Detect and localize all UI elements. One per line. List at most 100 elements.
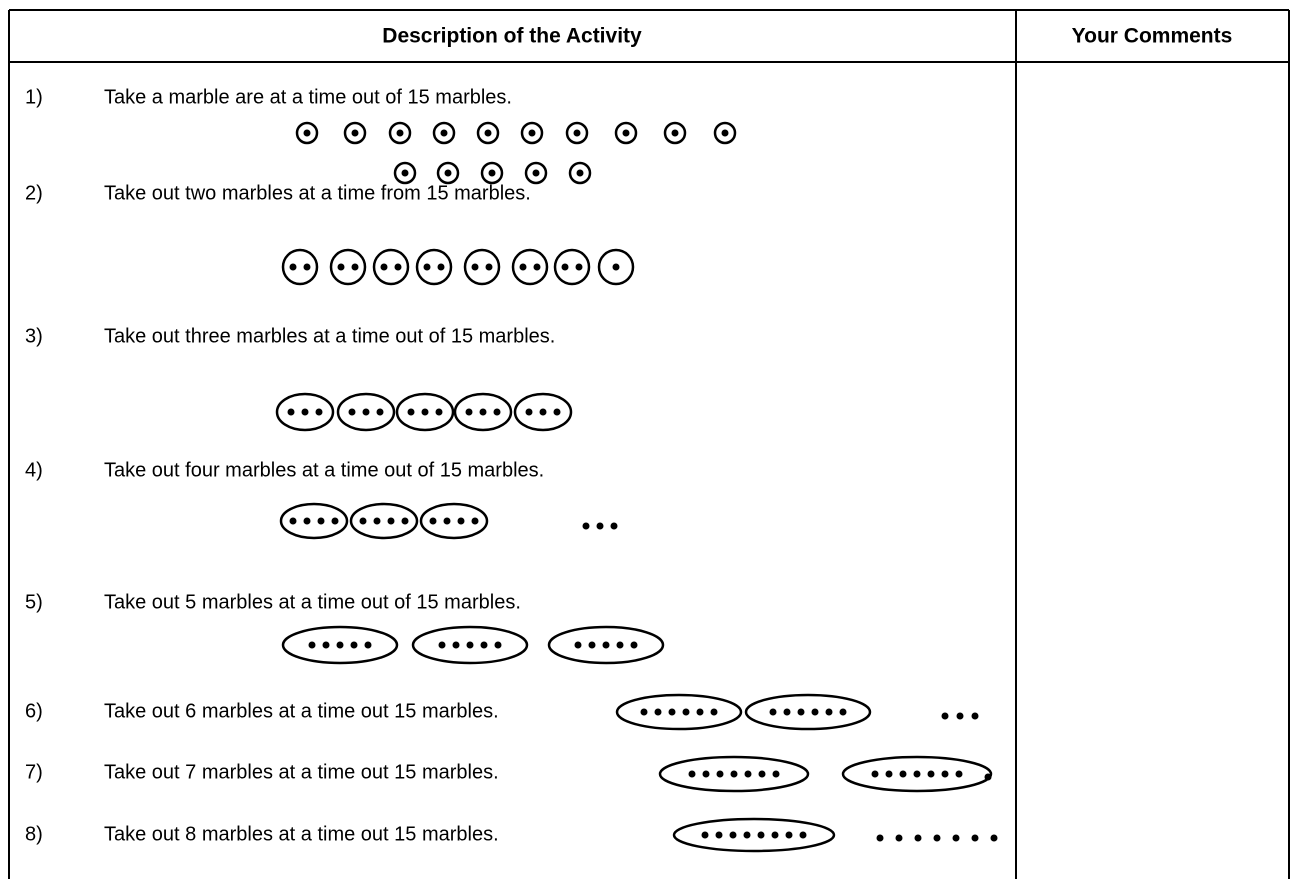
- marble: [494, 409, 501, 416]
- marble: [716, 832, 723, 839]
- marble: [942, 771, 949, 778]
- marble: [972, 713, 979, 720]
- group-outline: [374, 250, 408, 284]
- row-number: 2): [25, 182, 43, 204]
- group-outline: [513, 250, 547, 284]
- marble: [798, 709, 805, 716]
- group-outline: [746, 695, 870, 729]
- marble-group: [297, 123, 317, 143]
- marble: [672, 130, 679, 137]
- marble: [985, 774, 992, 781]
- marble: [991, 835, 998, 842]
- marble: [388, 518, 395, 525]
- marble: [430, 518, 437, 525]
- marble: [422, 409, 429, 416]
- marble: [304, 264, 311, 271]
- marble-group: [338, 394, 394, 430]
- marble: [730, 832, 737, 839]
- marble-group: [513, 250, 547, 284]
- marble-group: [351, 504, 417, 538]
- marble: [540, 409, 547, 416]
- marble: [597, 523, 604, 530]
- marble: [472, 264, 479, 271]
- row-number: 6): [25, 700, 43, 722]
- page: Description of the Activity Your Comment…: [0, 0, 1292, 879]
- marble: [613, 264, 620, 271]
- marble: [872, 771, 879, 778]
- marble-group: [374, 250, 408, 284]
- marble-group: [555, 250, 589, 284]
- marble: [772, 832, 779, 839]
- marble: [731, 771, 738, 778]
- marble-group: [665, 123, 685, 143]
- marble: [697, 709, 704, 716]
- group-outline: [555, 250, 589, 284]
- group-outline: [417, 250, 451, 284]
- row-description: Take out 7 marbles at a time out 15 marb…: [104, 761, 499, 783]
- marble: [669, 709, 676, 716]
- marble: [458, 518, 465, 525]
- marble-group: [277, 394, 333, 430]
- marble: [467, 642, 474, 649]
- marble-group: [397, 394, 453, 430]
- marble-group: [455, 394, 511, 430]
- marble-group: [715, 123, 735, 143]
- marble: [402, 170, 409, 177]
- marble: [683, 709, 690, 716]
- row-number: 1): [25, 86, 43, 108]
- marble: [758, 832, 765, 839]
- marble-group: [746, 695, 870, 729]
- marble-group: [616, 123, 636, 143]
- marble: [603, 642, 610, 649]
- marble: [689, 771, 696, 778]
- activity-table: Description of the Activity Your Comment…: [0, 0, 1292, 879]
- marble-group: [283, 627, 397, 663]
- row-number: 3): [25, 325, 43, 347]
- group-outline: [283, 250, 317, 284]
- marble: [438, 264, 445, 271]
- marble: [495, 642, 502, 649]
- marble-group: [390, 123, 410, 143]
- marble: [928, 771, 935, 778]
- marble: [351, 642, 358, 649]
- marble: [316, 409, 323, 416]
- row-description: Take out 8 marbles at a time out 15 marb…: [104, 823, 499, 845]
- marble-group: [434, 123, 454, 143]
- marble-group: [482, 163, 502, 183]
- marble: [309, 642, 316, 649]
- marble-group: [281, 504, 347, 538]
- marble-group: [843, 757, 991, 791]
- marble-group: [413, 627, 527, 663]
- marble-group: [438, 163, 458, 183]
- marble: [562, 264, 569, 271]
- marble: [576, 264, 583, 271]
- marble: [745, 771, 752, 778]
- marble: [942, 713, 949, 720]
- marble: [374, 518, 381, 525]
- marble: [583, 523, 590, 530]
- marble: [784, 709, 791, 716]
- marble: [318, 518, 325, 525]
- marble: [445, 170, 452, 177]
- marble: [441, 130, 448, 137]
- marble: [352, 264, 359, 271]
- marble: [381, 264, 388, 271]
- row-number: 8): [25, 823, 43, 845]
- marble-group: [522, 123, 542, 143]
- marble: [575, 642, 582, 649]
- marble: [337, 642, 344, 649]
- marble: [352, 130, 359, 137]
- marble: [717, 771, 724, 778]
- row-description: Take out 5 marbles at a time out of 15 m…: [104, 591, 521, 613]
- marble: [554, 409, 561, 416]
- marble-group: [417, 250, 451, 284]
- marble-group: [526, 163, 546, 183]
- marble: [934, 835, 941, 842]
- row-description: Take a marble are at a time out of 15 ma…: [104, 86, 512, 108]
- marble-group: [549, 627, 663, 663]
- marble: [617, 642, 624, 649]
- marble: [290, 518, 297, 525]
- marble-group: [421, 504, 487, 538]
- marble: [826, 709, 833, 716]
- row-number: 7): [25, 761, 43, 783]
